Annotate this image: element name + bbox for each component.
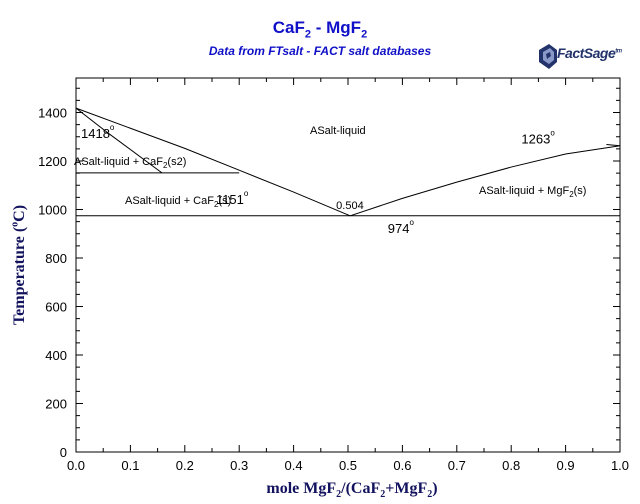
x-tick-label: 0.0 <box>67 458 85 473</box>
x-tick-label: 0.7 <box>448 458 466 473</box>
y-tick-label: 200 <box>45 397 67 412</box>
y-tick-label: 1000 <box>38 203 67 218</box>
phase-region-label: ASalt-liquid + CaF2(s2) <box>74 156 186 170</box>
phase-region-label: ASalt-liquid <box>310 125 366 137</box>
factsage-logo-icon <box>539 44 557 69</box>
phase-region-label: ASalt-liquid + MgF2(s) <box>479 185 586 199</box>
y-tick-label: 1200 <box>38 154 67 169</box>
y-tick-label: 1400 <box>38 106 67 121</box>
chart-labels: 1418o 1151o 974o 1263o 0.504 ASalt-liquid ASal… <box>74 123 586 236</box>
factsage-logo: FactSagetm <box>537 40 629 74</box>
x-tick-label: 0.4 <box>285 458 303 473</box>
chart-title: CaF2 - MgF2 <box>272 18 368 41</box>
phase-boundary-0 <box>75 107 351 217</box>
y-tick-label: 800 <box>45 251 67 266</box>
y-axis-label: Temperature (oC) <box>9 204 28 326</box>
annotation-label: 974o <box>388 218 415 236</box>
phase-boundary-1 <box>75 107 107 132</box>
ticks: 0.0 0.1 0.2 0.3 0.4 0.5 0.6 0.7 0.8 0.9 1.0 0 200 400… <box>38 78 629 473</box>
annotation-label: 0.504 <box>336 200 364 212</box>
annotation-label: 1151o <box>216 189 249 207</box>
y-tick-label: 400 <box>45 348 67 363</box>
x-tick-label: 0.8 <box>502 458 520 473</box>
factsage-logo-text: FactSagetm <box>557 45 622 61</box>
annotation-label: 1418o <box>81 123 115 141</box>
phase-boundaries <box>75 107 621 217</box>
chart-subtitle: Data from FTsalt - FACT salt databases <box>208 44 432 58</box>
y-tick-label: 0 <box>60 445 67 460</box>
x-axis-label: mole MgF2/(CaF2+MgF2) <box>266 480 438 501</box>
phase-boundary-3 <box>350 145 621 217</box>
x-tick-label: 0.9 <box>557 458 575 473</box>
x-tick-label: 0.1 <box>121 458 139 473</box>
y-tick-label: 600 <box>45 300 67 315</box>
x-tick-label: 0.2 <box>176 458 194 473</box>
x-tick-label: 0.5 <box>339 458 357 473</box>
x-tick-label: 1.0 <box>611 458 629 473</box>
annotation-label: 1263o <box>521 129 555 147</box>
phase-region-label: ASalt-liquid + CaF2(s) <box>125 195 231 209</box>
x-tick-label: 0.6 <box>393 458 411 473</box>
phase-boundary-2 <box>105 131 163 174</box>
phase-boundary-4 <box>606 144 621 147</box>
x-tick-label: 0.3 <box>230 458 248 473</box>
